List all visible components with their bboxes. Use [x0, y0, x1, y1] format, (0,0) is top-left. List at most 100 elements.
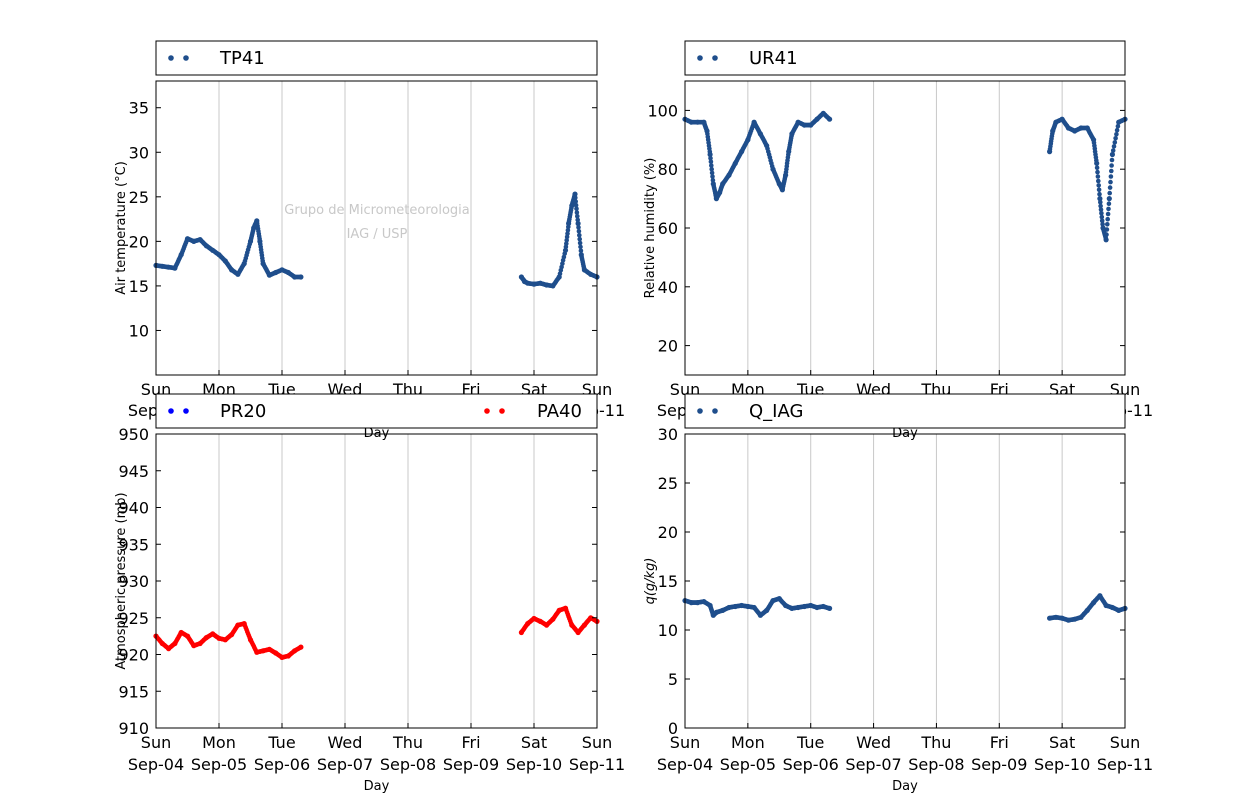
x-tick-label-date: Sep-07	[317, 755, 373, 774]
interp-point	[709, 166, 714, 172]
interp-point	[1106, 201, 1112, 206]
legend-box	[155, 40, 598, 76]
interp-point	[1100, 222, 1105, 227]
interp-point	[1114, 127, 1120, 133]
y-tick-label: 60	[658, 219, 678, 238]
x-tick-label-day: Wed	[856, 733, 891, 752]
y-tick-label: 5	[668, 670, 678, 689]
data-point	[707, 151, 713, 158]
y-axis-label: Air temperature (°C)	[114, 161, 129, 295]
x-tick-label-date: Sep-11	[1097, 755, 1153, 774]
series-TP41	[153, 191, 600, 289]
interp-point	[708, 159, 714, 165]
y-tick-label: 930	[118, 572, 149, 591]
y-axis-label: q(g/kg)	[643, 558, 658, 605]
x-tick-label-date: Sep-04	[657, 755, 713, 774]
x-tick-label-day: Sat	[521, 733, 547, 752]
panel-bottom-right: 0 5 10 15 20 25 30 Sun Sep-04 Mon Sep-05 Tue Sep-06 W…	[643, 393, 1153, 794]
series-UR41	[682, 110, 1128, 243]
y-tick-label: 925	[118, 609, 149, 628]
interp-point	[708, 155, 713, 161]
x-tick-label-date: Sep-11	[569, 755, 625, 774]
x-tick-label-date: Sep-05	[720, 755, 776, 774]
interp-point	[577, 240, 583, 246]
interp-point	[710, 174, 715, 179]
x-tick-label-day: Thu	[920, 733, 951, 752]
interp-point	[573, 199, 578, 204]
legend-label: Q_IAG	[749, 401, 803, 422]
x-tick-label-date: Sep-10	[1034, 755, 1090, 774]
y-tick-label: 10	[658, 621, 678, 640]
interp-point	[577, 232, 582, 238]
y-tick-label: 40	[658, 278, 678, 297]
x-tick-label-day: Sun	[670, 733, 700, 752]
legend-box	[684, 40, 1126, 76]
legend-marker	[712, 408, 718, 414]
interp-point	[564, 238, 569, 243]
interp-point	[576, 229, 582, 234]
y-tick-label: 0	[668, 719, 678, 738]
legend-label: TP41	[219, 48, 265, 69]
interp-point	[1107, 190, 1112, 196]
y-axis-label: Atmospheric pressure (mb)	[114, 492, 129, 669]
x-tick-label-day: Thu	[392, 733, 423, 752]
y-tick-label: 25	[129, 188, 149, 207]
legend-label: PR20	[220, 401, 266, 422]
interp-point	[1105, 222, 1110, 227]
watermark-line-1: Grupo de Micrometeorologia	[284, 203, 470, 218]
y-tick-label: 915	[118, 682, 149, 701]
legend-label: UR41	[749, 48, 798, 69]
legend-marker	[697, 408, 703, 414]
y-tick-label: 950	[118, 425, 149, 444]
series-Q_IAG	[682, 593, 1128, 623]
legend-marker	[168, 55, 174, 61]
interp-point	[1107, 185, 1113, 190]
x-tick-label-date: Sep-08	[380, 755, 436, 774]
interp-point	[1111, 144, 1117, 149]
x-tick-label-date: Sep-09	[443, 755, 499, 774]
x-tick-label-day: Mon	[731, 733, 765, 752]
interp-point	[573, 195, 578, 201]
interp-point	[1097, 191, 1102, 197]
x-tick-label-date: Sep-10	[506, 755, 562, 774]
x-tick-label-date: Sep-05	[191, 755, 247, 774]
interp-point	[1110, 148, 1116, 153]
legend-marker	[484, 408, 490, 414]
legend-box	[155, 393, 598, 429]
interp-point	[1105, 211, 1111, 217]
y-tick-label: 940	[118, 499, 149, 518]
data-point	[298, 274, 304, 280]
interp-point	[1104, 227, 1110, 232]
interp-point	[1094, 165, 1100, 170]
data-point	[298, 644, 304, 650]
y-tick-label: 20	[129, 232, 149, 251]
x-tick-label-date: Sep-06	[783, 755, 839, 774]
x-tick-label-day: Sun	[582, 733, 612, 752]
interp-point	[1109, 168, 1114, 174]
legend-marker	[183, 408, 189, 414]
x-tick-label-date: Sep-06	[254, 755, 310, 774]
interp-point	[576, 225, 581, 230]
panel-top-right: 20406080100SunSep-04MonSep-05TueSep-06We…	[643, 40, 1153, 441]
interp-point	[573, 202, 579, 208]
y-tick-label: 30	[129, 143, 149, 162]
interp-point	[1115, 123, 1121, 129]
interp-point	[1112, 140, 1118, 145]
x-tick-label-day: Wed	[328, 733, 363, 752]
legend-box	[684, 393, 1126, 429]
y-tick-label: 10	[129, 321, 149, 340]
x-axis-label: Day	[364, 779, 390, 794]
y-tick-label: 25	[658, 474, 678, 493]
interp-point	[578, 244, 583, 250]
x-tick-label-date: Sep-08	[908, 755, 964, 774]
interp-point	[1109, 157, 1115, 163]
x-tick-label-day: Fri	[461, 733, 480, 752]
interp-point	[574, 206, 579, 212]
y-tick-label: 945	[118, 462, 149, 481]
legend-marker	[499, 408, 505, 414]
interp-point	[1106, 206, 1111, 212]
x-tick-label-date: Sep-07	[845, 755, 901, 774]
interp-point	[709, 170, 715, 176]
legend-marker	[183, 55, 189, 61]
